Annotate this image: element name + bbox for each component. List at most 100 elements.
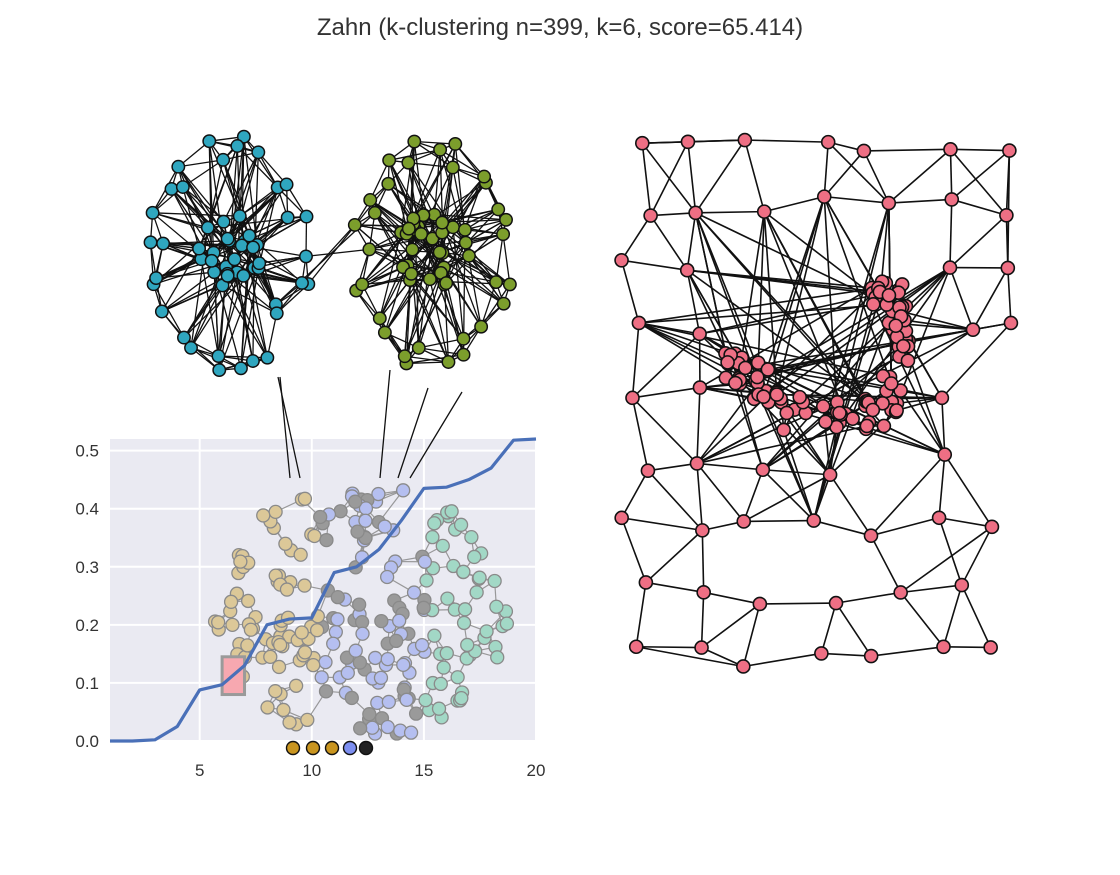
graph-node [236, 129, 251, 144]
core-edge [896, 267, 951, 404]
core-edge [762, 421, 841, 471]
graph-node [414, 227, 429, 241]
mesh-edge [700, 592, 705, 648]
mesh-edge [701, 603, 761, 649]
graph-node [883, 376, 899, 391]
graph-node [156, 236, 171, 251]
graph-node [828, 595, 844, 611]
gray-graph-node [444, 504, 459, 519]
graph-node [614, 253, 629, 268]
gray-graph-node [300, 712, 315, 728]
mesh-edge [900, 584, 962, 594]
link-edge [277, 376, 301, 479]
gray-graph-node [440, 591, 455, 606]
graph-node [491, 202, 506, 217]
mesh-edge [942, 584, 963, 648]
gray-graph-node [395, 483, 411, 498]
graph-node [1003, 315, 1019, 331]
core-edge [687, 269, 881, 296]
y-tick-label: 0.3 [75, 558, 99, 577]
gray-graph-node [469, 585, 484, 600]
gray-graph-node [439, 646, 454, 661]
mesh-edge [641, 143, 652, 216]
gray-graph-node [352, 655, 368, 670]
link-edge [409, 391, 463, 479]
graph-node [220, 231, 235, 246]
graph-node [806, 513, 822, 528]
graph-edge [226, 136, 245, 274]
core-edge [872, 303, 946, 455]
gray-graph-node [472, 570, 487, 585]
mesh-edge [870, 516, 940, 537]
gray-graph-node [487, 573, 502, 589]
graph-node [881, 288, 897, 303]
mesh-edge [944, 454, 993, 528]
gray-graph-node [396, 657, 411, 673]
graph-edge [177, 166, 225, 223]
left-cluster-graph [143, 129, 517, 479]
graph-node [171, 159, 186, 174]
graph-node [931, 510, 947, 526]
graph-edge [379, 317, 406, 357]
graph-node [889, 403, 904, 418]
left-graph-edges [149, 136, 511, 479]
graph-node [881, 195, 897, 211]
graph-node [999, 207, 1014, 223]
graph-node [1000, 260, 1016, 276]
graph-node [736, 659, 751, 674]
mesh-edge [744, 139, 829, 143]
graph-edge [418, 347, 464, 356]
graph-edge [502, 234, 511, 285]
graph-node [496, 296, 511, 311]
graph-node [279, 177, 294, 192]
core-edge [741, 211, 766, 358]
core-edge [699, 386, 755, 400]
gray-graph-node [399, 692, 414, 707]
graph-node [445, 160, 460, 175]
gray-graph-node [318, 684, 334, 699]
graph-node [227, 252, 242, 267]
graph-node [694, 640, 709, 655]
gray-graph-node [243, 622, 259, 637]
graph-node [432, 245, 447, 260]
core-edge [762, 396, 815, 521]
graph-node [295, 275, 309, 290]
mesh-edge [686, 270, 701, 335]
graph-node [381, 176, 396, 191]
mesh-edge [701, 646, 744, 668]
graph-edge [374, 212, 409, 266]
graph-node [216, 214, 231, 229]
graph-node [401, 221, 416, 236]
gray-graph-node [319, 532, 334, 548]
gray-graph-node [416, 600, 431, 615]
graph-node [943, 142, 958, 157]
gray-graph-node [368, 650, 383, 666]
gray-graph-node [278, 536, 293, 551]
graph-node [893, 585, 908, 600]
gray-graph-node [374, 613, 389, 629]
mesh-edge [701, 530, 705, 593]
core-edge [763, 211, 867, 402]
right-cluster-graph [614, 132, 1019, 674]
mesh-edge [743, 474, 831, 523]
mesh-edge [621, 517, 703, 532]
inset-plot-panel: 5 10 15 20 0.0 0.1 0.2 0.3 0.4 0.5 [75, 437, 545, 780]
mesh-edge [621, 259, 688, 272]
gray-graph-node [380, 651, 395, 667]
gray-graph-node [450, 670, 465, 685]
graph-edge [259, 255, 307, 264]
mesh-edge [900, 591, 945, 648]
graph-node [477, 169, 492, 184]
graph-node [749, 369, 765, 385]
graph-node [202, 134, 217, 149]
gray-graph-node [306, 657, 321, 673]
mesh-edge [645, 581, 704, 594]
gray-graph-node [460, 637, 475, 653]
gray-graph-node [288, 678, 304, 693]
gray-graph-node [333, 504, 348, 519]
gray-graph-node [365, 720, 380, 735]
graph-node [628, 639, 644, 655]
gray-graph-node [279, 582, 295, 597]
core-edge [823, 196, 881, 293]
